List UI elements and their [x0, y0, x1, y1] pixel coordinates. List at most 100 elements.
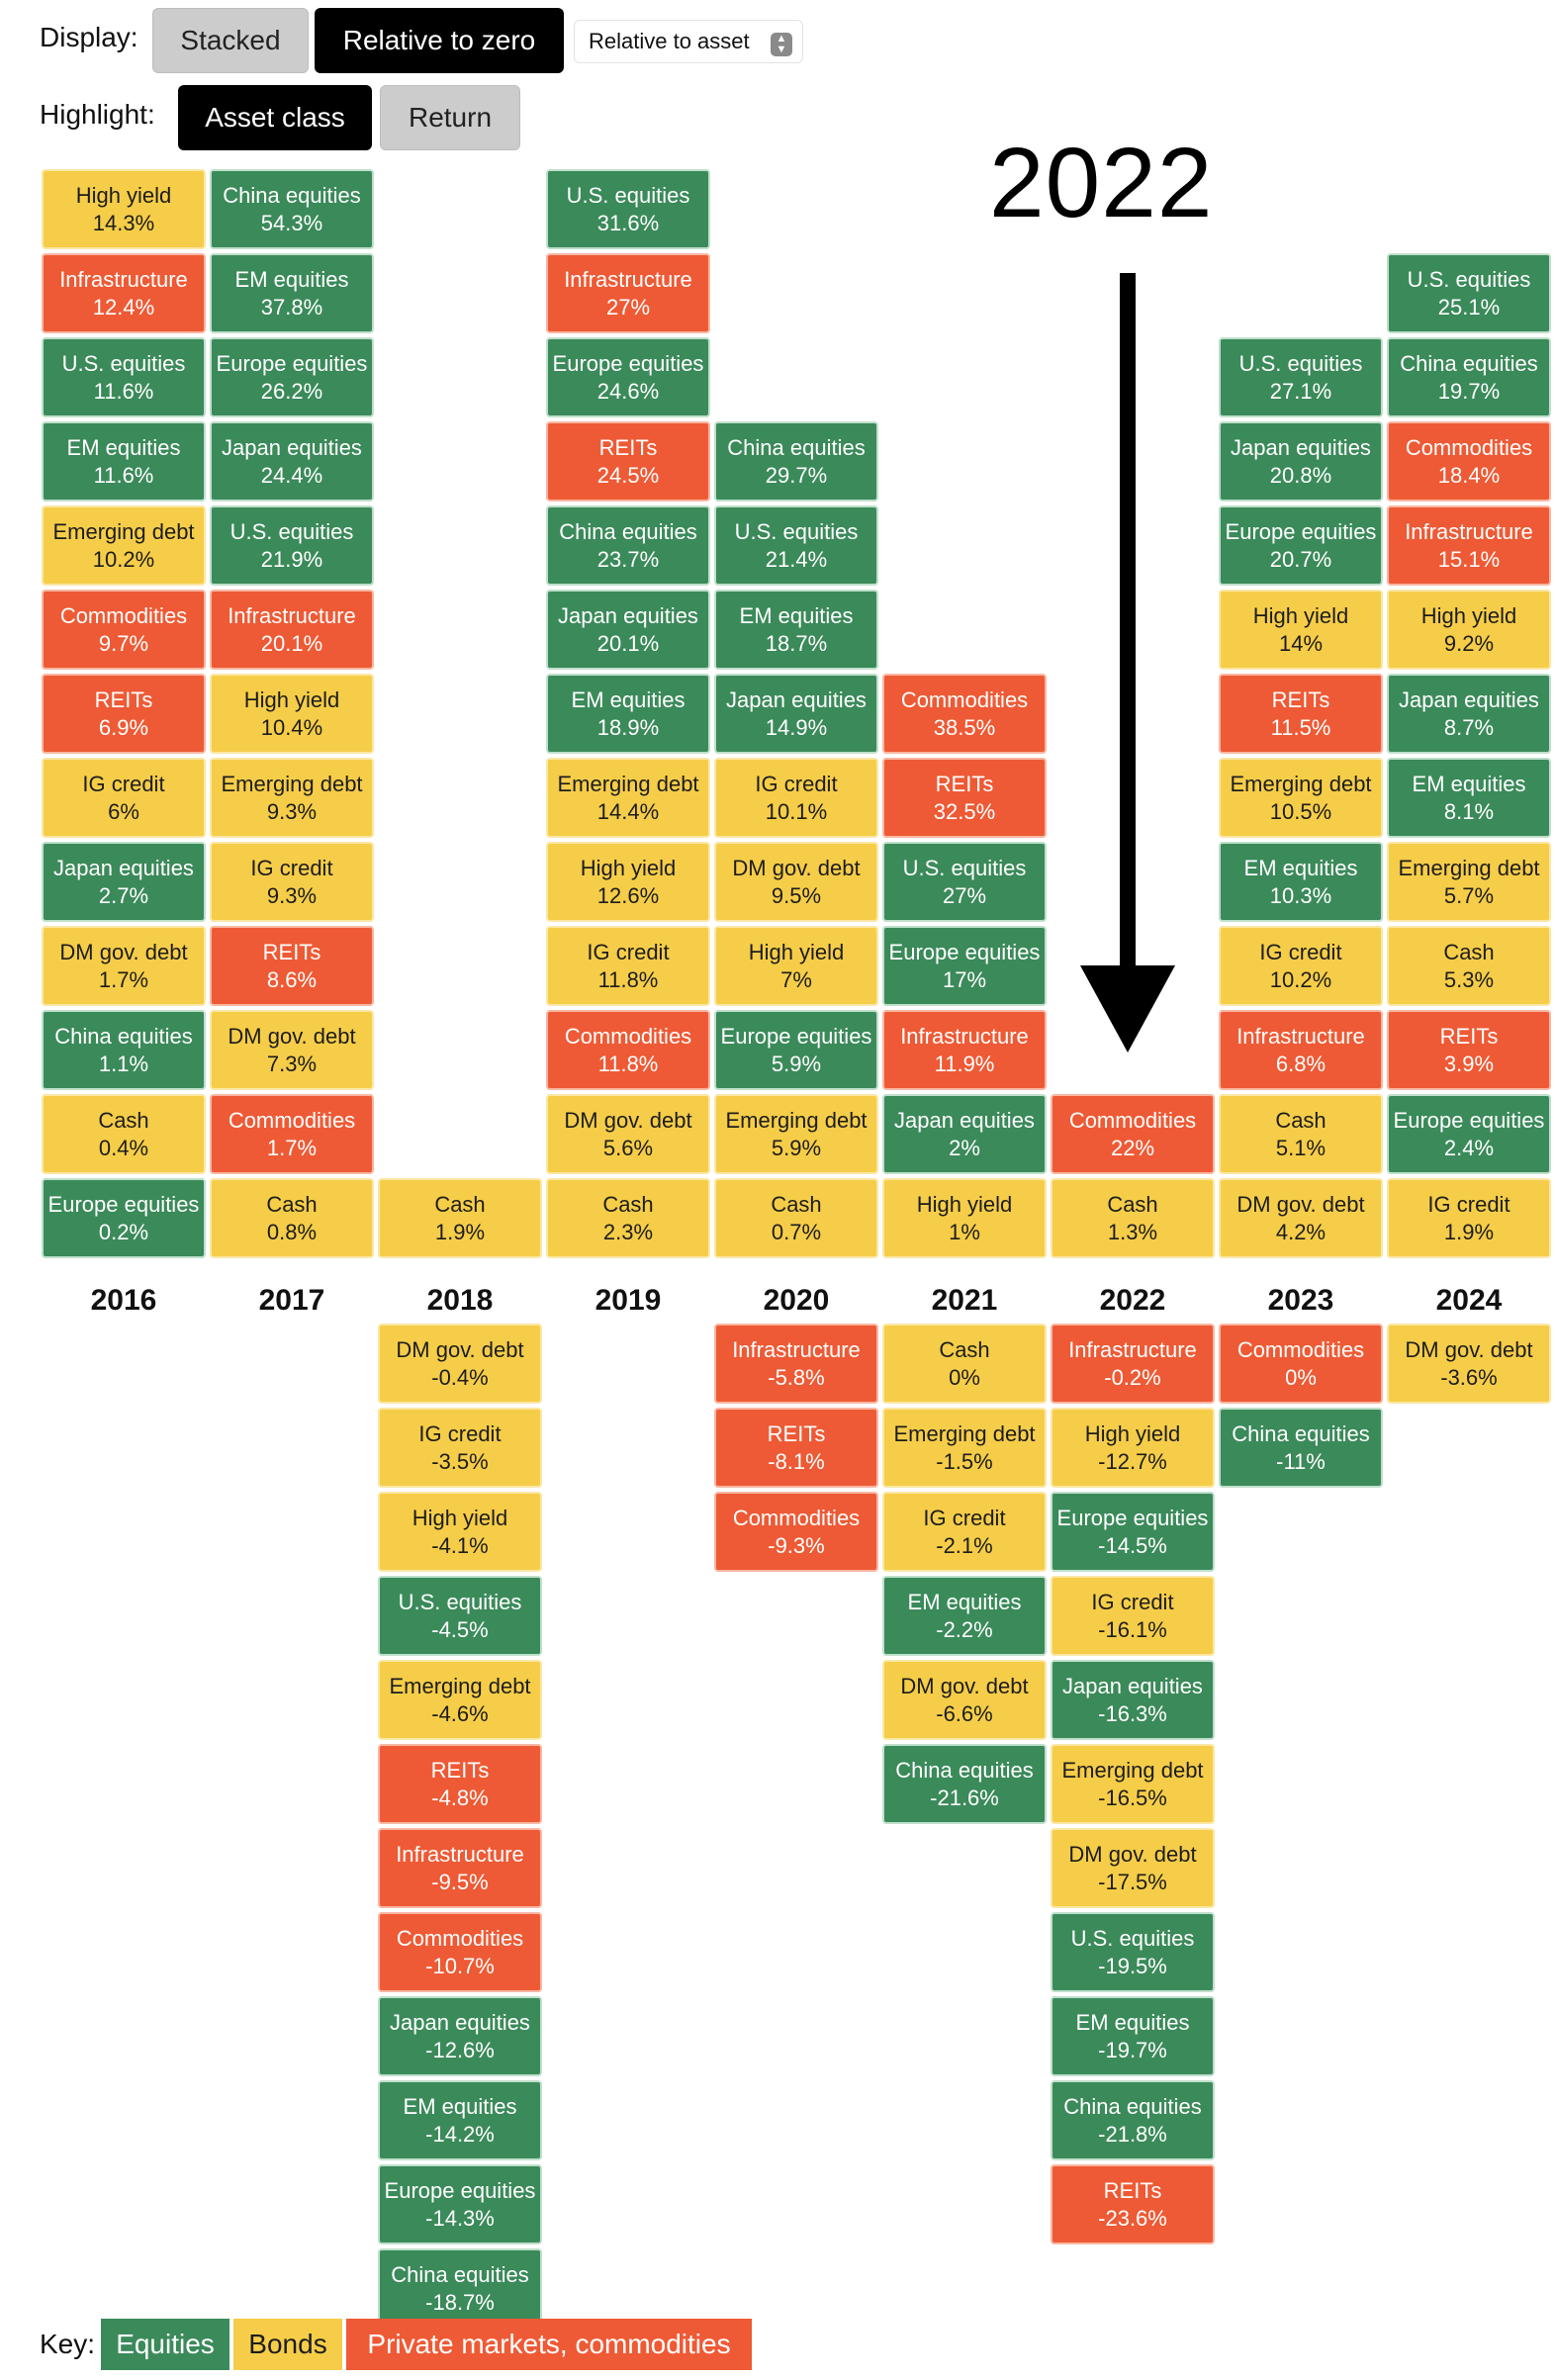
cell-2022-europe-equities[interactable]: Europe equities -14.5% — [1051, 1492, 1215, 1572]
cell-2017-ig-credit[interactable]: IG credit 9.3% — [210, 842, 374, 922]
cell-2016-china-equities[interactable]: China equities 1.1% — [42, 1010, 206, 1090]
cell-2018-infrastructure[interactable]: Infrastructure -9.5% — [378, 1828, 542, 1908]
cell-2018-em-equities[interactable]: EM equities -14.2% — [378, 2080, 542, 2160]
cell-2018-commodities[interactable]: Commodities -10.7% — [378, 1912, 542, 1992]
cell-2023-europe-equities[interactable]: Europe equities 20.7% — [1219, 505, 1383, 586]
cell-2017-cash[interactable]: Cash 0.8% — [210, 1178, 374, 1258]
cell-2021-commodities[interactable]: Commodities 38.5% — [882, 674, 1047, 754]
cell-2019-china-equities[interactable]: China equities 23.7% — [546, 505, 710, 586]
cell-2018-dm-gov-debt[interactable]: DM gov. debt -0.4% — [378, 1324, 542, 1404]
cell-2023-reits[interactable]: REITs 11.5% — [1219, 674, 1383, 754]
cell-2016-em-equities[interactable]: EM equities 11.6% — [42, 421, 206, 502]
cell-2017-em-equities[interactable]: EM equities 37.8% — [210, 253, 374, 333]
cell-2023-infrastructure[interactable]: Infrastructure 6.8% — [1219, 1010, 1383, 1090]
cell-2017-dm-gov-debt[interactable]: DM gov. debt 7.3% — [210, 1010, 374, 1090]
cell-2020-china-equities[interactable]: China equities 29.7% — [714, 421, 878, 502]
cell-2018-ig-credit[interactable]: IG credit -3.5% — [378, 1408, 542, 1488]
cell-2022-dm-gov-debt[interactable]: DM gov. debt -17.5% — [1051, 1828, 1215, 1908]
cell-2019-u-s-equities[interactable]: U.S. equities 31.6% — [546, 169, 710, 249]
cell-2022-u-s-equities[interactable]: U.S. equities -19.5% — [1051, 1912, 1215, 1992]
cell-2022-ig-credit[interactable]: IG credit -16.1% — [1051, 1576, 1215, 1656]
cell-2023-cash[interactable]: Cash 5.1% — [1219, 1094, 1383, 1174]
cell-2020-cash[interactable]: Cash 0.7% — [714, 1178, 878, 1258]
cell-2023-commodities[interactable]: Commodities 0% — [1219, 1324, 1383, 1404]
cell-2021-cash[interactable]: Cash 0% — [882, 1324, 1047, 1404]
cell-2021-reits[interactable]: REITs 32.5% — [882, 758, 1047, 838]
cell-2023-em-equities[interactable]: EM equities 10.3% — [1219, 842, 1383, 922]
cell-2019-emerging-debt[interactable]: Emerging debt 14.4% — [546, 758, 710, 838]
cell-2019-ig-credit[interactable]: IG credit 11.8% — [546, 926, 710, 1006]
display-relative-to-zero-button[interactable]: Relative to zero — [315, 8, 564, 73]
highlight-asset-class-button[interactable]: Asset class — [178, 85, 372, 150]
cell-2016-dm-gov-debt[interactable]: DM gov. debt 1.7% — [42, 926, 206, 1006]
cell-2021-infrastructure[interactable]: Infrastructure 11.9% — [882, 1010, 1047, 1090]
cell-2024-u-s-equities[interactable]: U.S. equities 25.1% — [1387, 253, 1551, 333]
cell-2020-europe-equities[interactable]: Europe equities 5.9% — [714, 1010, 878, 1090]
cell-2020-emerging-debt[interactable]: Emerging debt 5.9% — [714, 1094, 878, 1174]
cell-2022-reits[interactable]: REITs -23.6% — [1051, 2164, 1215, 2244]
cell-2024-infrastructure[interactable]: Infrastructure 15.1% — [1387, 505, 1551, 586]
cell-2021-china-equities[interactable]: China equities -21.6% — [882, 1744, 1047, 1824]
cell-2020-ig-credit[interactable]: IG credit 10.1% — [714, 758, 878, 838]
cell-2017-europe-equities[interactable]: Europe equities 26.2% — [210, 337, 374, 417]
cell-2020-infrastructure[interactable]: Infrastructure -5.8% — [714, 1324, 878, 1404]
cell-2018-u-s-equities[interactable]: U.S. equities -4.5% — [378, 1576, 542, 1656]
cell-2023-emerging-debt[interactable]: Emerging debt 10.5% — [1219, 758, 1383, 838]
cell-2022-high-yield[interactable]: High yield -12.7% — [1051, 1408, 1215, 1488]
cell-2022-china-equities[interactable]: China equities -21.8% — [1051, 2080, 1215, 2160]
cell-2024-commodities[interactable]: Commodities 18.4% — [1387, 421, 1551, 502]
cell-2023-ig-credit[interactable]: IG credit 10.2% — [1219, 926, 1383, 1006]
cell-2016-japan-equities[interactable]: Japan equities 2.7% — [42, 842, 206, 922]
cell-2024-dm-gov-debt[interactable]: DM gov. debt -3.6% — [1387, 1324, 1551, 1404]
cell-2020-commodities[interactable]: Commodities -9.3% — [714, 1492, 878, 1572]
cell-2022-em-equities[interactable]: EM equities -19.7% — [1051, 1996, 1215, 2076]
cell-2024-emerging-debt[interactable]: Emerging debt 5.7% — [1387, 842, 1551, 922]
cell-2020-reits[interactable]: REITs -8.1% — [714, 1408, 878, 1488]
display-stacked-button[interactable]: Stacked — [152, 8, 309, 73]
cell-2019-dm-gov-debt[interactable]: DM gov. debt 5.6% — [546, 1094, 710, 1174]
cell-2024-china-equities[interactable]: China equities 19.7% — [1387, 337, 1551, 417]
cell-2021-em-equities[interactable]: EM equities -2.2% — [882, 1576, 1047, 1656]
cell-2021-high-yield[interactable]: High yield 1% — [882, 1178, 1047, 1258]
cell-2017-china-equities[interactable]: China equities 54.3% — [210, 169, 374, 249]
cell-2019-infrastructure[interactable]: Infrastructure 27% — [546, 253, 710, 333]
cell-2021-dm-gov-debt[interactable]: DM gov. debt -6.6% — [882, 1660, 1047, 1740]
cell-2023-japan-equities[interactable]: Japan equities 20.8% — [1219, 421, 1383, 502]
cell-2023-u-s-equities[interactable]: U.S. equities 27.1% — [1219, 337, 1383, 417]
cell-2019-em-equities[interactable]: EM equities 18.9% — [546, 674, 710, 754]
cell-2016-emerging-debt[interactable]: Emerging debt 10.2% — [42, 505, 206, 586]
cell-2017-japan-equities[interactable]: Japan equities 24.4% — [210, 421, 374, 502]
display-relative-select[interactable]: Relative to asset ▲ ▼ — [574, 20, 803, 63]
cell-2016-u-s-equities[interactable]: U.S. equities 11.6% — [42, 337, 206, 417]
cell-2018-high-yield[interactable]: High yield -4.1% — [378, 1492, 542, 1572]
cell-2020-u-s-equities[interactable]: U.S. equities 21.4% — [714, 505, 878, 586]
cell-2017-commodities[interactable]: Commodities 1.7% — [210, 1094, 374, 1174]
cell-2019-high-yield[interactable]: High yield 12.6% — [546, 842, 710, 922]
cell-2022-commodities[interactable]: Commodities 22% — [1051, 1094, 1215, 1174]
cell-2024-high-yield[interactable]: High yield 9.2% — [1387, 590, 1551, 670]
cell-2024-ig-credit[interactable]: IG credit 1.9% — [1387, 1178, 1551, 1258]
cell-2018-japan-equities[interactable]: Japan equities -12.6% — [378, 1996, 542, 2076]
cell-2017-reits[interactable]: REITs 8.6% — [210, 926, 374, 1006]
cell-2017-infrastructure[interactable]: Infrastructure 20.1% — [210, 590, 374, 670]
cell-2016-reits[interactable]: REITs 6.9% — [42, 674, 206, 754]
cell-2019-commodities[interactable]: Commodities 11.8% — [546, 1010, 710, 1090]
cell-2023-dm-gov-debt[interactable]: DM gov. debt 4.2% — [1219, 1178, 1383, 1258]
cell-2016-ig-credit[interactable]: IG credit 6% — [42, 758, 206, 838]
cell-2016-commodities[interactable]: Commodities 9.7% — [42, 590, 206, 670]
cell-2018-reits[interactable]: REITs -4.8% — [378, 1744, 542, 1824]
cell-2023-high-yield[interactable]: High yield 14% — [1219, 590, 1383, 670]
cell-2017-high-yield[interactable]: High yield 10.4% — [210, 674, 374, 754]
cell-2020-high-yield[interactable]: High yield 7% — [714, 926, 878, 1006]
cell-2017-emerging-debt[interactable]: Emerging debt 9.3% — [210, 758, 374, 838]
cell-2021-emerging-debt[interactable]: Emerging debt -1.5% — [882, 1408, 1047, 1488]
cell-2022-infrastructure[interactable]: Infrastructure -0.2% — [1051, 1324, 1215, 1404]
cell-2024-europe-equities[interactable]: Europe equities 2.4% — [1387, 1094, 1551, 1174]
cell-2018-china-equities[interactable]: China equities -18.7% — [378, 2248, 542, 2329]
cell-2018-europe-equities[interactable]: Europe equities -14.3% — [378, 2164, 542, 2244]
cell-2024-japan-equities[interactable]: Japan equities 8.7% — [1387, 674, 1551, 754]
cell-2019-reits[interactable]: REITs 24.5% — [546, 421, 710, 502]
cell-2016-high-yield[interactable]: High yield 14.3% — [42, 169, 206, 249]
cell-2020-japan-equities[interactable]: Japan equities 14.9% — [714, 674, 878, 754]
cell-2021-europe-equities[interactable]: Europe equities 17% — [882, 926, 1047, 1006]
